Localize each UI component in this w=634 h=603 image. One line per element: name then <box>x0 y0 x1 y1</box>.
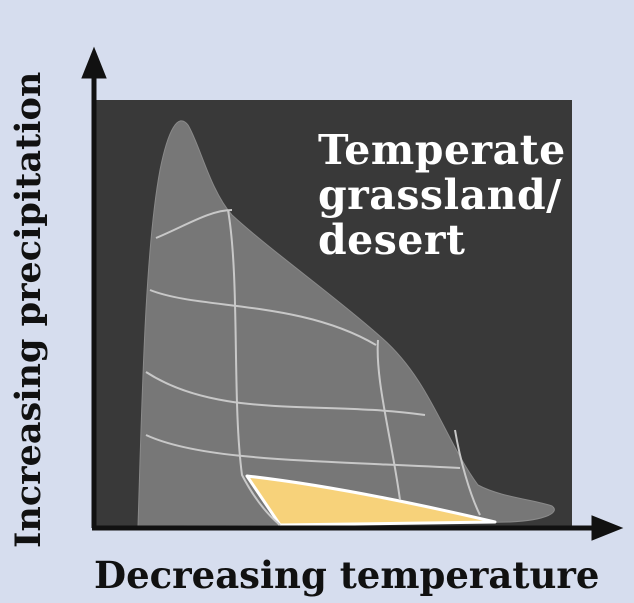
boundary-line-7 <box>454 429 481 516</box>
boundary-line-6 <box>376 339 401 501</box>
highlighted-biome-region <box>245 474 497 527</box>
biome-boundary-lines <box>145 209 481 526</box>
boundary-line-1 <box>155 209 233 239</box>
boundary-line-4 <box>145 434 461 469</box>
y-axis-arrowhead <box>81 46 107 79</box>
axes <box>81 46 624 541</box>
biome-label-line-1: Temperate <box>318 126 566 174</box>
boundary-line-5 <box>227 209 281 526</box>
x-axis-label: Decreasing temperature <box>94 553 600 597</box>
biome-label-line-3: desert <box>318 216 466 264</box>
y-axis-label: Increasing precipitation <box>8 71 49 548</box>
biome-label: Temperate grassland/ desert <box>318 128 578 263</box>
biome-label-line-2: grassland/ <box>318 171 562 219</box>
boundary-line-2 <box>149 289 377 346</box>
x-axis-arrowhead <box>591 515 624 541</box>
